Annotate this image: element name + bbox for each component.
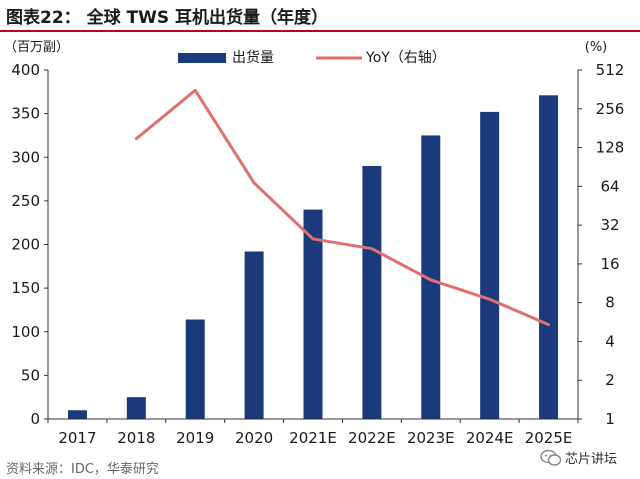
right-tick-label: 1 — [605, 410, 615, 428]
title-rule — [0, 30, 640, 32]
right-tick-label: 2 — [605, 371, 615, 389]
legend: 出货量 YoY（右轴） — [178, 49, 446, 66]
yoy-line — [134, 88, 551, 327]
right-tick-label: 128 — [596, 139, 625, 157]
x-tick-label: 2021E — [289, 429, 337, 447]
left-tick-label: 150 — [11, 279, 40, 297]
right-tick-label: 4 — [605, 332, 615, 350]
x-tick-label: 2025E — [525, 429, 573, 447]
legend-bar-label: 出货量 — [232, 49, 274, 66]
left-tick-label: 50 — [21, 366, 40, 384]
bar — [421, 135, 441, 419]
right-axis-unit: (%) — [585, 40, 608, 55]
right-tick-label: 32 — [600, 216, 619, 234]
line-series — [134, 88, 551, 327]
x-tick-label: 2024E — [466, 429, 514, 447]
left-tick-label: 400 — [11, 61, 40, 79]
right-tick-label: 64 — [600, 177, 619, 195]
bar — [126, 397, 146, 419]
right-tick-label: 256 — [596, 100, 625, 118]
bar — [244, 251, 264, 419]
left-tick-label: 0 — [30, 410, 40, 428]
left-tick-label: 300 — [11, 148, 40, 166]
legend-line-label: YoY（右轴） — [365, 50, 446, 66]
bar — [480, 111, 500, 419]
left-tick-label: 250 — [11, 192, 40, 210]
left-tick-label: 100 — [11, 323, 40, 341]
chart-title: 图表22： 全球 TWS 耳机出货量（年度） — [6, 8, 329, 28]
x-tick-label: 2022E — [348, 429, 396, 447]
brand-name: 芯片讲坛 — [565, 452, 618, 467]
left-tick-label: 350 — [11, 105, 40, 123]
axes: 0 50 100 150 200 250 300 350 400 1 2 4 8 16 32 64 128 256… — [4, 40, 624, 447]
bar-series — [67, 95, 559, 420]
bar — [539, 95, 559, 420]
legend-bar-swatch — [178, 53, 226, 63]
x-tick-label: 2019 — [176, 429, 214, 447]
right-tick-label: 16 — [600, 255, 619, 273]
bar — [67, 410, 87, 419]
x-tick-label: 2017 — [58, 429, 96, 447]
left-tick-label: 200 — [11, 236, 40, 254]
right-tick-label: 512 — [596, 61, 625, 79]
brand-badge: 芯片讲坛 — [540, 448, 617, 467]
x-tick-label: 2020 — [235, 429, 273, 447]
bar — [303, 209, 323, 419]
bar — [185, 319, 205, 419]
right-tick-label: 8 — [605, 294, 615, 312]
left-axis-unit: （百万副） — [4, 40, 69, 55]
wechat-icon — [540, 449, 562, 466]
x-tick-label: 2018 — [117, 429, 155, 447]
source-note: 资料来源：IDC，华泰研究 — [6, 462, 159, 477]
x-tick-label: 2023E — [407, 429, 455, 447]
bar — [362, 165, 382, 419]
